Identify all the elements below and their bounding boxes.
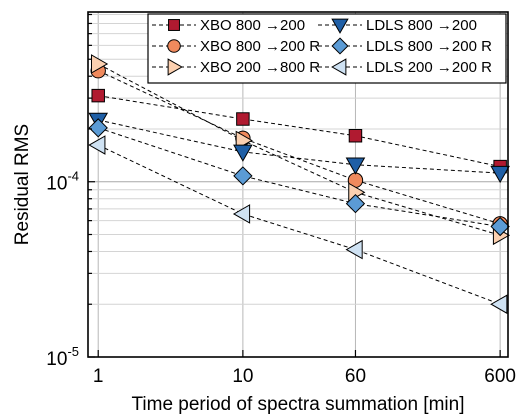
legend-marker — [331, 58, 347, 76]
legend-marker — [331, 18, 349, 34]
legend-entry: LDLS 800 →200 R — [318, 37, 492, 55]
data-point — [236, 112, 250, 126]
data-point — [345, 157, 366, 175]
y-axis-label: Residual RMS — [12, 124, 33, 245]
data-point — [345, 239, 363, 260]
legend-marker — [167, 39, 181, 53]
x-axis-label: Time period of spectra summation [min] — [132, 394, 465, 415]
data-point — [490, 294, 508, 315]
legend-label: LDLS 800 →200 — [366, 17, 477, 34]
data-point — [88, 135, 106, 155]
series-line — [98, 119, 501, 174]
y-tick-label: 10-4 — [46, 169, 79, 195]
series-markers-4 — [88, 118, 510, 237]
series-markers — [88, 54, 511, 315]
plot-frame — [87, 11, 509, 358]
legend-marker — [167, 58, 183, 76]
x-tick-label: 60 — [345, 366, 366, 387]
legend-label: LDLS 800 →200 R — [366, 38, 492, 55]
legend-label: LDLS 200 →200 R — [366, 59, 492, 76]
x-tick-label: 10 — [232, 366, 253, 387]
legend-label: XBO 800 →200 — [200, 17, 305, 34]
legend-entry: LDLS 800 →200 — [318, 17, 477, 34]
data-point — [233, 144, 253, 162]
series-markers-5 — [88, 135, 508, 315]
series-markers-0 — [91, 88, 507, 174]
series-line — [98, 95, 501, 168]
x-tick-label: 1 — [93, 366, 104, 387]
y-tick-base: 10 — [46, 349, 67, 370]
legend-marker — [168, 19, 180, 31]
y-tick-exponent: -4 — [67, 169, 79, 184]
legend-label: XBO 800 →200 R — [200, 38, 320, 55]
data-point — [90, 54, 109, 74]
axis-ticks — [88, 13, 501, 358]
data-point — [91, 88, 105, 103]
series-line — [98, 127, 501, 228]
data-point — [232, 204, 251, 224]
y-tick-label: 10-5 — [46, 344, 79, 370]
series-line — [97, 70, 501, 225]
data-point — [490, 165, 510, 184]
legend-entry: XBO 200 →800 R — [152, 58, 320, 76]
series-line — [97, 63, 501, 236]
legend: XBO 800 →200 XBO 800 →200 R XBO 200 →800 R… — [147, 13, 507, 84]
y-tick-base: 10 — [46, 174, 67, 195]
data-point — [490, 216, 510, 237]
legend-entry: XBO 800 →200 R — [152, 38, 320, 55]
y-tick-exponent: -5 — [67, 344, 79, 359]
x-tick-label: 600 — [484, 366, 516, 387]
series-markers-3 — [88, 112, 510, 184]
legend-label: XBO 200 →800 R — [200, 59, 320, 76]
legend-entry: LDLS 200 →200 R — [318, 58, 492, 76]
series-markers-1 — [90, 63, 508, 232]
series-line — [97, 144, 501, 305]
data-point — [88, 118, 108, 138]
series-lines — [97, 63, 501, 305]
legend-entry: XBO 800 →200 — [152, 17, 305, 34]
legend-marker — [331, 37, 349, 55]
data-point — [348, 129, 363, 143]
data-point — [233, 166, 253, 186]
data-point — [345, 193, 366, 214]
